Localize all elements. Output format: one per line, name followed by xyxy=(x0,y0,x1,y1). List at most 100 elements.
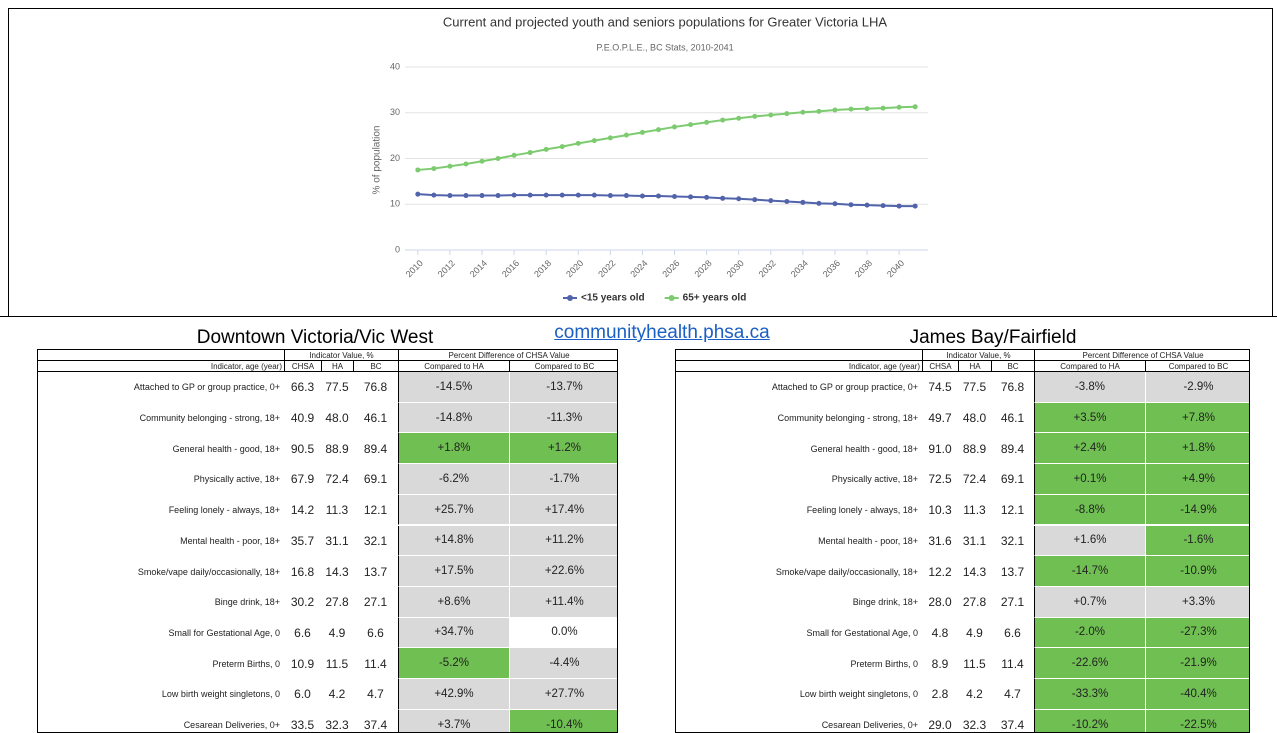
diff-cell: -10.4% xyxy=(509,709,617,732)
diff-cell: +22.6% xyxy=(509,556,617,587)
value-cell: 31.1 xyxy=(962,533,987,548)
table-title: Downtown Victoria/Vic West xyxy=(196,327,434,348)
value-cell: 16.8 xyxy=(290,564,315,579)
x-tick-label: 2012 xyxy=(436,258,457,279)
table: Indicator Value, % Percent Difference of … xyxy=(37,349,618,733)
value-cell: 48.0 xyxy=(962,411,987,426)
diff-cell: +27.7% xyxy=(509,679,617,710)
diff-cell: -1.7% xyxy=(509,464,617,495)
point xyxy=(463,193,469,199)
diff-cell: -4.4% xyxy=(509,648,617,679)
point xyxy=(688,194,694,200)
point xyxy=(784,199,790,205)
point xyxy=(495,156,501,161)
diff-cell: -10.9% xyxy=(1145,556,1249,587)
x-tick-label: 2030 xyxy=(725,258,746,279)
column-header: Compared to HA xyxy=(1034,361,1145,372)
point xyxy=(479,193,485,199)
value-cell: 6.0 xyxy=(294,687,311,702)
diff-cell: -22.5% xyxy=(1145,709,1249,732)
point xyxy=(768,198,774,204)
value-cell: 4.2 xyxy=(966,687,983,702)
point xyxy=(543,146,549,152)
row-label: Mental health - poor, 18+ xyxy=(818,535,918,546)
point xyxy=(431,192,437,198)
point xyxy=(607,193,613,199)
point xyxy=(415,167,421,173)
point xyxy=(720,195,726,201)
row-label: Small for Gestational Age, 0 xyxy=(806,627,918,638)
value-cell: 72.4 xyxy=(325,472,349,487)
value-cell: 72.4 xyxy=(962,472,987,487)
point xyxy=(527,192,533,198)
point xyxy=(784,111,790,117)
x-tick-label: 2032 xyxy=(757,258,778,279)
column-header: CHSA xyxy=(284,361,321,372)
point xyxy=(704,194,710,200)
row-label: Feeling lonely - always, 18+ xyxy=(806,505,918,516)
value-cell: 6.6 xyxy=(1004,625,1021,640)
point xyxy=(543,192,549,198)
point xyxy=(623,193,629,199)
row-label: General health - good, 18+ xyxy=(810,443,918,454)
x-tick-label: 2018 xyxy=(532,258,553,279)
x-tick-label: 2026 xyxy=(660,258,681,279)
table-title: James Bay/Fairfield xyxy=(909,327,1077,348)
diff-cell: +17.5% xyxy=(398,556,509,587)
value-cell: 4.2 xyxy=(328,687,346,702)
x-tick-label: 2034 xyxy=(789,258,810,279)
x-tick-label: 2040 xyxy=(885,258,906,279)
header-blank xyxy=(38,350,284,361)
column-header: BC xyxy=(991,361,1034,372)
diff-cell: +8.6% xyxy=(398,586,509,618)
diff-cell: -2.0% xyxy=(1034,617,1145,649)
diff-cell: +1.2% xyxy=(509,433,617,465)
point xyxy=(800,199,806,205)
value-cell: 32.1 xyxy=(1000,533,1025,548)
legend-label: <15 years old xyxy=(581,293,645,304)
row-label: Preterm Births, 0 xyxy=(850,658,918,669)
value-cell: 8.9 xyxy=(931,656,949,671)
diff-cell: +1.8% xyxy=(398,433,509,465)
link[interactable]: communityhealth.phsa.ca xyxy=(554,322,770,343)
value-cell: 33.5 xyxy=(290,718,315,733)
diff-cell: -10.2% xyxy=(1034,709,1145,732)
value-cell: 14.2 xyxy=(290,503,315,518)
point xyxy=(463,161,469,167)
point xyxy=(880,105,886,111)
point xyxy=(736,196,742,202)
value-cell: 11.3 xyxy=(325,503,349,518)
column-header: Indicator, age (year) xyxy=(676,361,922,372)
value-cell: 32.3 xyxy=(962,718,987,733)
point xyxy=(575,140,581,146)
row-label: General health - good, 18+ xyxy=(172,443,280,454)
point xyxy=(623,132,629,138)
point xyxy=(896,203,902,209)
value-cell: 48.0 xyxy=(325,411,349,426)
point xyxy=(768,112,774,118)
value-cell: 30.2 xyxy=(290,595,315,610)
diff-cell: -6.2% xyxy=(398,464,509,495)
diff-cell: +17.4% xyxy=(509,494,617,526)
point xyxy=(415,191,421,197)
diff-cell: -40.4% xyxy=(1145,679,1249,710)
point xyxy=(752,197,758,203)
diff-cell: +34.7% xyxy=(398,617,509,649)
value-cell: 4.7 xyxy=(1004,687,1021,702)
series-line xyxy=(417,193,916,208)
row-label: Attached to GP or group practice, 0+ xyxy=(771,382,918,393)
diff-cell: +42.9% xyxy=(398,679,509,710)
x-tick-label: 2014 xyxy=(468,258,489,279)
value-cell: 69.1 xyxy=(363,472,388,487)
x-tick-label: 2022 xyxy=(596,258,617,279)
value-cell: 11.4 xyxy=(1001,656,1024,671)
value-cell: 89.4 xyxy=(363,441,388,456)
x-tick-label: 2038 xyxy=(853,258,874,279)
point xyxy=(864,202,870,208)
point xyxy=(880,203,886,209)
value-cell: 10.9 xyxy=(290,656,315,671)
value-cell: 4.9 xyxy=(966,625,983,640)
point xyxy=(639,193,645,199)
row-label: Cesarean Deliveries, 0+ xyxy=(821,720,918,731)
point xyxy=(575,192,581,198)
